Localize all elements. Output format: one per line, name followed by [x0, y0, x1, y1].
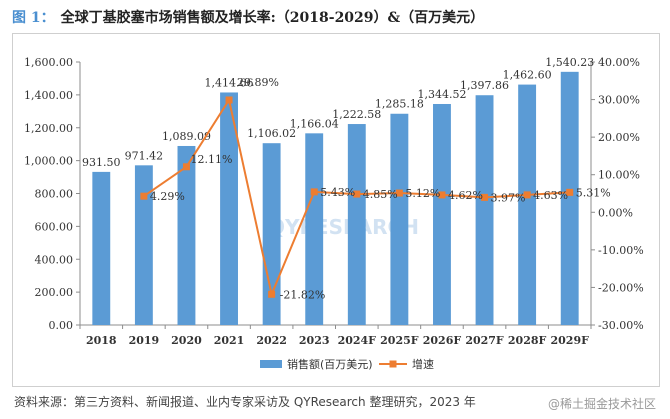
y-left-tick-label: 800.00 [35, 188, 74, 201]
growth-marker [566, 188, 574, 196]
growth-marker [140, 192, 148, 200]
x-tick-label: 2022 [256, 334, 287, 347]
x-tick-label: 2028F [508, 334, 547, 347]
bar-value-label: 1,540.23 [545, 56, 594, 69]
y-left-tick-label: 600.00 [35, 220, 74, 233]
growth-value-label: 29.89% [237, 76, 279, 89]
y-right-tick-label: 30.00% [598, 94, 640, 107]
bar [177, 145, 196, 325]
x-tick-label: 2023 [299, 334, 330, 347]
growth-value-label: 12.11% [190, 153, 232, 166]
bar [347, 124, 366, 325]
bar [305, 133, 324, 325]
bar-value-label: 1,414.66 [205, 76, 254, 89]
growth-marker [395, 189, 403, 197]
bar [92, 171, 111, 325]
source-note: 资料来源：第三方资料、新闻报道、业内专家采访及 QYResearch 整理研究，… [14, 395, 476, 409]
growth-marker [481, 193, 489, 201]
x-tick-label: 2021 [214, 334, 245, 347]
y-right-tick-label: 40.00% [598, 56, 640, 69]
bar [220, 92, 238, 325]
growth-marker [353, 190, 361, 198]
growth-value-label: 4.29% [150, 190, 185, 203]
x-tick-label: 2026F [423, 334, 462, 347]
growth-marker [225, 96, 233, 104]
bar-value-label: 1,222.58 [332, 108, 381, 121]
bar-value-label: 1,462.60 [503, 69, 552, 82]
bar-value-label: 1,397.86 [460, 79, 509, 92]
y-right-tick-label: 0.00% [598, 206, 633, 219]
y-left-tick-label: 400.00 [35, 253, 74, 266]
growth-marker [268, 290, 276, 298]
growth-marker [523, 191, 531, 199]
legend-swatch-bar [260, 360, 282, 368]
growth-marker [182, 163, 190, 171]
growth-value-label: 3.97% [491, 191, 526, 204]
y-right-tick-label: -10.00% [598, 244, 644, 257]
growth-value-label: 5.31% [576, 186, 611, 199]
x-tick-label: 2025F [380, 334, 419, 347]
growth-value-label: 5.43% [320, 186, 355, 199]
x-tick-label: 2027F [465, 334, 504, 347]
y-right-tick-label: 10.00% [598, 169, 640, 182]
bar-value-label: 1,106.02 [247, 127, 296, 140]
bar [134, 165, 153, 325]
chart-panel: QYRESEARCH 0.00 200.00 400.00 600.00 800.00 1,… [12, 33, 660, 387]
watermark: @稀土掘金技术社区 [547, 397, 656, 411]
growth-marker [438, 191, 446, 199]
y-right-tick-label: -20.00% [598, 281, 644, 294]
bar-value-label: 1,089.09 [162, 130, 211, 143]
y-right-tick-label: -30.00% [598, 319, 644, 332]
bar-value-label: 1,344.52 [417, 88, 466, 101]
bar [475, 95, 494, 325]
figure-number: 图 1： [12, 10, 55, 26]
y-left-tick-label: 1,400.00 [24, 89, 73, 102]
y-right-tick-label: 20.00% [598, 131, 640, 144]
bar [560, 71, 579, 325]
bar [518, 84, 537, 325]
y-left-tick-label: 200.00 [35, 286, 74, 299]
bar [433, 103, 451, 325]
y-left-tick-label: 1,000.00 [24, 155, 73, 168]
growth-value-label: -21.82% [280, 288, 326, 301]
growth-value-label: 5.12% [405, 187, 440, 200]
y-left-tick-label: 1,600.00 [24, 56, 73, 69]
x-tick-label: 2024F [338, 334, 377, 347]
chart-title: 图 1： 全球丁基胶塞市场销售额及增长率:（2018-2029）&（百万美元） [12, 7, 484, 27]
bar-value-label: 1,166.04 [290, 117, 339, 130]
title-text: 全球丁基胶塞市场销售额及增长率:（2018-2029）&（百万美元） [60, 10, 485, 26]
x-tick-label: 2019 [129, 334, 160, 347]
growth-value-label: 4.63% [533, 189, 568, 202]
x-tick-label: 2029F [550, 334, 589, 347]
legend-label-bar: 销售额(百万美元) [287, 357, 373, 371]
growth-value-label: 4.85% [363, 188, 398, 201]
y-left-tick-label: 1,200.00 [24, 122, 73, 135]
bar-value-label: 971.42 [125, 149, 164, 162]
legend-swatch-marker [389, 360, 397, 368]
bar [390, 113, 409, 325]
y-left-tick-label: 0.00 [49, 319, 74, 332]
bar-value-label: 931.50 [82, 156, 121, 169]
bar-value-label: 1,285.18 [375, 98, 424, 111]
growth-marker [310, 188, 318, 196]
bar [262, 143, 281, 325]
x-tick-label: 2020 [171, 334, 202, 347]
combo-chart: QYRESEARCH0.00200.00400.00600.00800.001,… [24, 56, 644, 371]
legend-label-line: 增速 [412, 357, 434, 371]
x-tick-label: 2018 [86, 334, 117, 347]
growth-value-label: 4.62% [448, 189, 483, 202]
